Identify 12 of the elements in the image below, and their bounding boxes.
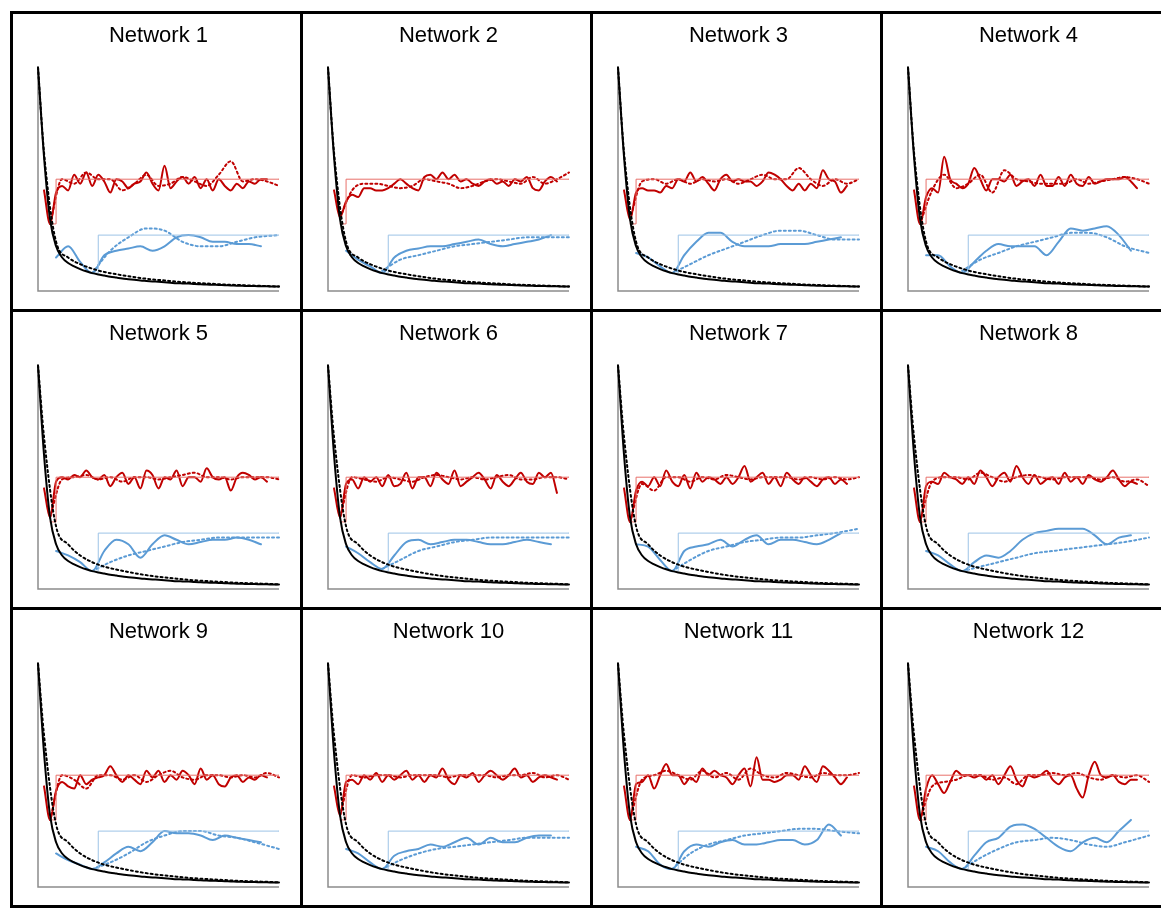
chart-title: Network 8 <box>978 320 1079 346</box>
chart-title: Network 1 <box>108 22 209 48</box>
chart-title: Network 12 <box>972 618 1085 644</box>
chart-title: Network 10 <box>392 618 505 644</box>
chart-title: Network 6 <box>398 320 499 346</box>
chart-title: Network 7 <box>688 320 789 346</box>
chart-title: Network 2 <box>398 22 499 48</box>
chart-title: Network 9 <box>108 618 209 644</box>
chart-title: Network 5 <box>108 320 209 346</box>
chart-title: Network 4 <box>978 22 1079 48</box>
chart-title: Network 3 <box>688 22 789 48</box>
chart-title: Network 11 <box>683 618 794 644</box>
